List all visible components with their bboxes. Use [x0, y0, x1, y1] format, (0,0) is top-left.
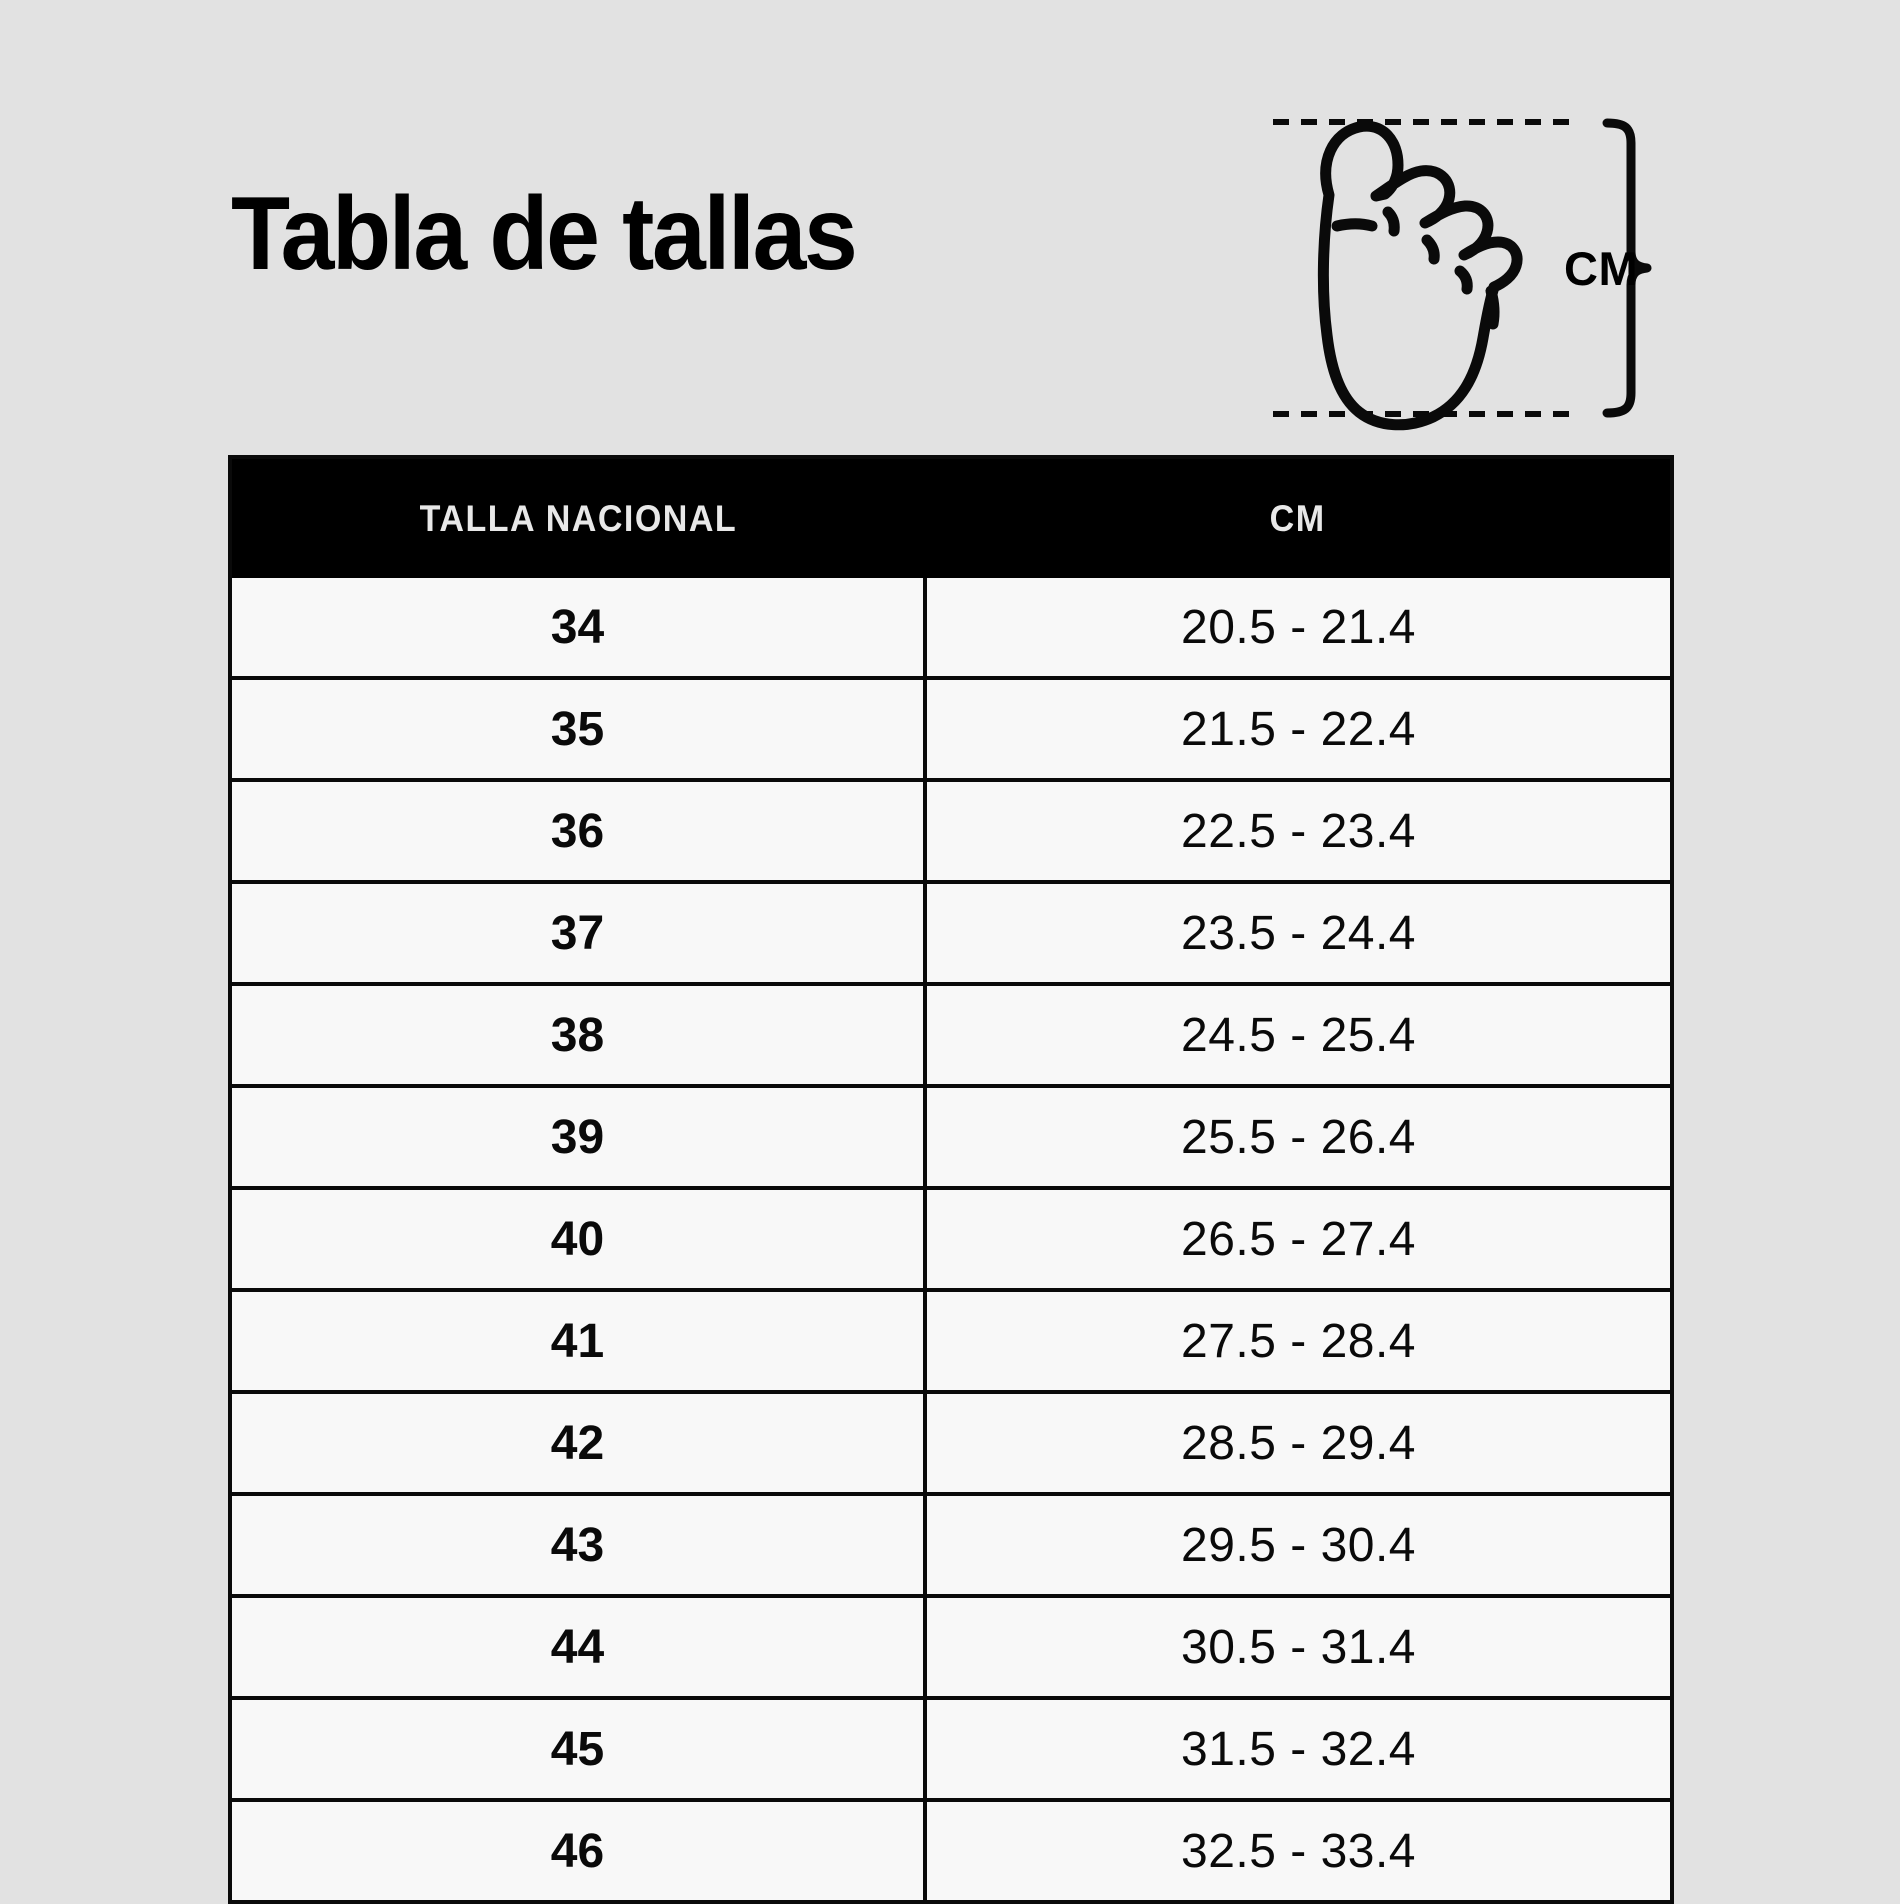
table-row: 46 32.5 - 33.4 — [230, 1798, 1672, 1902]
cell-cm: 32.5 - 33.4 — [925, 1798, 1672, 1902]
brace-icon — [1602, 118, 1652, 418]
cell-size: 38 — [230, 982, 927, 1086]
table-row: 38 24.5 - 25.4 — [230, 982, 1672, 1086]
cell-size: 35 — [230, 676, 927, 780]
table-header: TALLA NACIONAL CM — [230, 457, 1672, 578]
cell-size: 39 — [230, 1084, 927, 1188]
cell-size: 36 — [230, 778, 927, 882]
table-row: 37 23.5 - 24.4 — [230, 880, 1672, 984]
cell-size: 44 — [230, 1594, 927, 1698]
cell-cm: 21.5 - 22.4 — [925, 676, 1672, 780]
foot-measurement-diagram — [1255, 95, 1675, 440]
cm-caption-label: CM — [1564, 242, 1639, 295]
cell-size: 40 — [230, 1186, 927, 1290]
cell-size: 34 — [230, 578, 927, 678]
table-row: 42 28.5 - 29.4 — [230, 1390, 1672, 1494]
cell-size: 46 — [230, 1798, 927, 1902]
cell-cm: 25.5 - 26.4 — [925, 1084, 1672, 1188]
table-row: 40 26.5 - 27.4 — [230, 1186, 1672, 1290]
cell-cm: 29.5 - 30.4 — [925, 1492, 1672, 1596]
table-row: 41 27.5 - 28.4 — [230, 1288, 1672, 1392]
table-row: 45 31.5 - 32.4 — [230, 1696, 1672, 1800]
cell-cm: 24.5 - 25.4 — [925, 982, 1672, 1086]
cell-cm: 23.5 - 24.4 — [925, 880, 1672, 984]
column-header-cm: CM — [954, 457, 1643, 578]
table-row: 34 20.5 - 21.4 — [230, 578, 1672, 678]
column-header-talla-nacional: TALLA NACIONAL — [257, 457, 898, 578]
table-body: 34 20.5 - 21.4 35 21.5 - 22.4 36 22.5 - … — [230, 578, 1672, 1902]
table-row: 43 29.5 - 30.4 — [230, 1492, 1672, 1596]
page-title: Tabla de tallas — [231, 176, 858, 292]
cell-size: 45 — [230, 1696, 927, 1800]
cell-cm: 22.5 - 23.4 — [925, 778, 1672, 882]
cell-cm: 27.5 - 28.4 — [925, 1288, 1672, 1392]
size-chart-table: TALLA NACIONAL CM 34 20.5 - 21.4 35 21.5… — [228, 455, 1674, 1904]
cell-size: 43 — [230, 1492, 927, 1596]
cell-cm: 26.5 - 27.4 — [925, 1186, 1672, 1290]
chart-header: Tabla de tallas — [0, 0, 1900, 450]
cell-cm: 28.5 - 29.4 — [925, 1390, 1672, 1494]
cell-cm: 31.5 - 32.4 — [925, 1696, 1672, 1800]
table-row: 39 25.5 - 26.4 — [230, 1084, 1672, 1188]
table-row: 36 22.5 - 23.4 — [230, 778, 1672, 882]
cell-cm: 20.5 - 21.4 — [925, 578, 1672, 678]
cell-cm: 30.5 - 31.4 — [925, 1594, 1672, 1698]
foot-sole-icon — [1317, 120, 1523, 431]
table-row: 35 21.5 - 22.4 — [230, 676, 1672, 780]
table-row: 44 30.5 - 31.4 — [230, 1594, 1672, 1698]
table-header-row: TALLA NACIONAL CM — [230, 457, 1672, 578]
cell-size: 42 — [230, 1390, 927, 1494]
cell-size: 37 — [230, 880, 927, 984]
cell-size: 41 — [230, 1288, 927, 1392]
